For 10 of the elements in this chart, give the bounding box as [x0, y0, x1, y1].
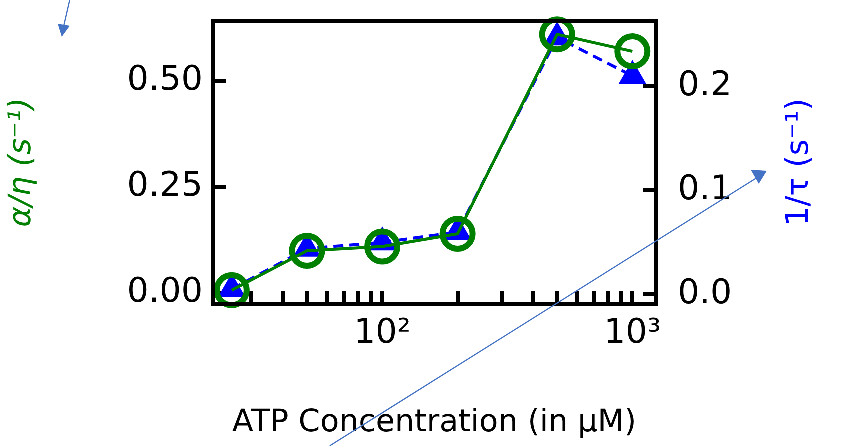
y-tick-label: 0.00 [127, 271, 203, 312]
x-tick-label: 10² [354, 312, 411, 352]
y2-axis-title: 1/τ (s⁻¹) [780, 98, 816, 226]
y2-tick-label: 0.1 [678, 168, 732, 208]
y-axis-title: α/η (s⁻¹) [2, 98, 39, 228]
y2-tick-label: 0.0 [678, 272, 732, 312]
y-tick-label: 0.50 [127, 59, 203, 100]
y-tick-label: 0.25 [127, 165, 203, 206]
x-tick-label: 10³ [604, 312, 662, 352]
y2-tick-label: 0.2 [678, 64, 732, 104]
